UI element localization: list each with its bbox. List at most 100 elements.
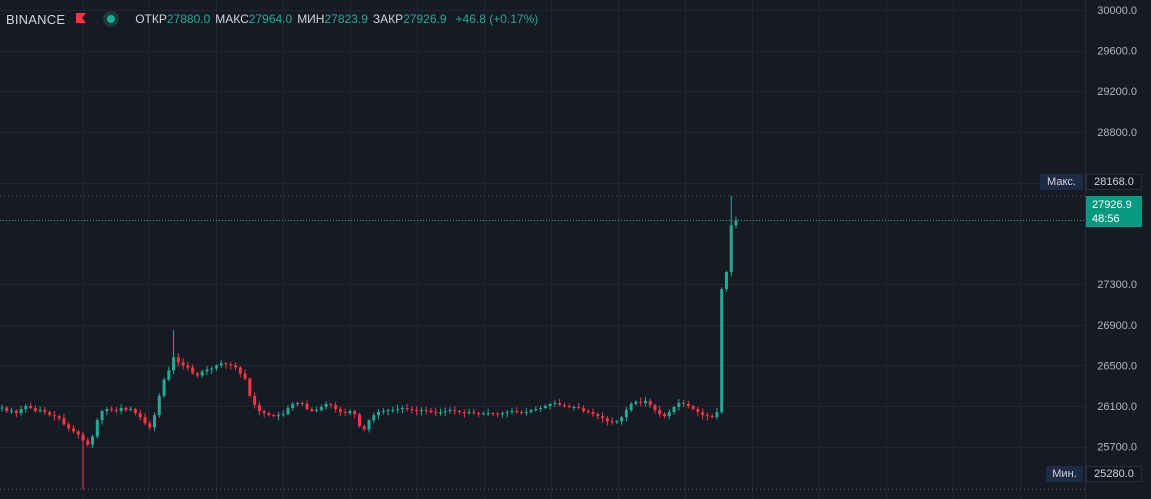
candle-body [496, 413, 500, 415]
candle-body [548, 403, 552, 406]
candle-body [629, 403, 633, 411]
candle-body [191, 367, 195, 374]
candle-body [682, 402, 686, 404]
candle-body [281, 414, 285, 416]
candle-body [67, 424, 71, 429]
candle-body [353, 411, 357, 415]
candle-body [100, 411, 104, 421]
candle-body [524, 412, 528, 414]
open-label: ОТКР [135, 12, 167, 26]
candle-body [558, 402, 562, 405]
candle-body [491, 413, 495, 415]
candle-body [357, 414, 361, 427]
candle-body [648, 400, 652, 405]
candle-body [610, 421, 614, 423]
candle-body [677, 402, 681, 408]
candle-body [81, 434, 85, 441]
candle-body [615, 421, 619, 423]
candle-body [715, 412, 719, 418]
candle-body [539, 408, 543, 410]
candle-body [734, 220, 738, 226]
candle-body [696, 409, 700, 413]
candle-body [0, 407, 4, 409]
price-tick-label: 29600.0 [1097, 46, 1137, 58]
candle-body [429, 410, 433, 413]
candle-body [705, 415, 709, 417]
candle-body [639, 401, 643, 403]
candles-layer [0, 196, 738, 490]
candle-body [672, 407, 676, 413]
candle-body [129, 409, 133, 411]
flag-icon[interactable] [75, 12, 87, 27]
candle-body [224, 363, 228, 365]
candle-body [729, 225, 733, 272]
candle-body [176, 357, 180, 363]
candle-body [534, 409, 538, 411]
candle-body [458, 411, 462, 413]
marker-lines-layer [0, 195, 1085, 490]
candle-body [553, 402, 557, 404]
candle-body [71, 428, 75, 432]
candle-body [172, 357, 176, 371]
candle-body [296, 402, 300, 404]
candle-body [10, 410, 14, 412]
candle-body [372, 415, 376, 421]
candle-body [110, 409, 114, 411]
price-tick-label: 26100.0 [1097, 401, 1137, 413]
candle-body [581, 408, 585, 412]
candle-body [486, 413, 490, 415]
candle-body [157, 395, 161, 416]
close-label: ЗАКР [372, 12, 404, 26]
candle-body [624, 410, 628, 418]
candle-body [477, 413, 481, 415]
candle-body [57, 416, 61, 419]
candle-body [262, 411, 266, 414]
candle-body [195, 373, 199, 376]
candle-body [720, 289, 724, 413]
candle-body [200, 371, 204, 376]
candle-body [577, 407, 581, 409]
candle-body [448, 410, 452, 412]
candle-body [438, 412, 442, 414]
candle-body [5, 407, 9, 412]
high-marker-value: 28168.0 [1086, 174, 1142, 190]
candle-body [620, 417, 624, 422]
price-tick-label: 25700.0 [1097, 442, 1137, 454]
candle-body [138, 413, 142, 418]
candle-body [162, 379, 166, 396]
change-value: +46.8 (+0.17%) [455, 12, 539, 26]
candle-body [181, 362, 185, 366]
candle-body [300, 402, 304, 404]
open-value: 27880.0 [166, 12, 211, 26]
candle-body [310, 409, 314, 412]
candle-body [367, 420, 371, 430]
candle-body [415, 410, 419, 412]
candle-body [605, 418, 609, 422]
price-tick-label: 27300.0 [1097, 279, 1137, 291]
exchange-name[interactable]: BINANCE [6, 11, 66, 27]
candle-body [663, 414, 667, 417]
last-price-value: 27926.9 [1092, 198, 1132, 211]
candle-body [543, 406, 547, 409]
candle-body [210, 368, 214, 370]
candle-body [238, 367, 242, 374]
candle-body [95, 420, 99, 437]
candle-body [643, 400, 647, 403]
candle-body [186, 365, 190, 368]
candle-body [634, 401, 638, 404]
market-status-icon[interactable] [103, 11, 120, 27]
candle-body [143, 417, 147, 424]
candle-body [229, 364, 233, 366]
candle-body [33, 408, 37, 412]
candle-body [400, 408, 404, 410]
candle-body [701, 412, 705, 416]
candle-body [434, 412, 438, 414]
bar-countdown: 48:56 [1092, 212, 1120, 225]
low-value: 27823.9 [324, 12, 368, 26]
candle-body [105, 409, 109, 412]
candle-body [515, 411, 519, 413]
candle-body [286, 408, 290, 415]
candle-body [443, 411, 447, 413]
candle-body [467, 412, 471, 414]
